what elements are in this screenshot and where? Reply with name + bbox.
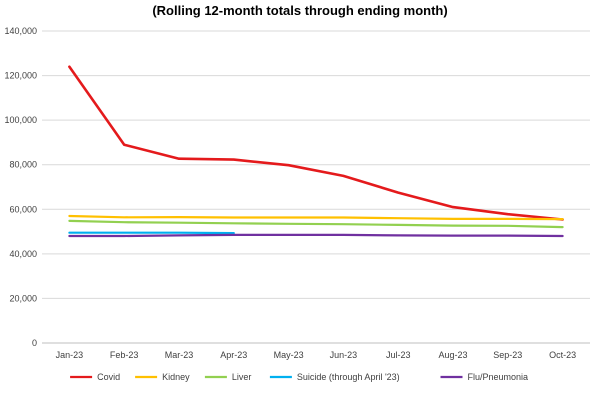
y-tick-label: 60,000 bbox=[9, 204, 37, 214]
legend-item-kidney[interactable]: Kidney bbox=[135, 372, 190, 382]
y-tick-label: 100,000 bbox=[4, 115, 37, 125]
x-tick-label: Oct-23 bbox=[549, 350, 576, 360]
legend-label: Flu/Pneumonia bbox=[468, 372, 529, 382]
series-line-covid bbox=[68, 65, 564, 221]
x-tick-label: Sep-23 bbox=[493, 350, 522, 360]
y-tick-label: 0 bbox=[32, 338, 37, 348]
chart-title: (Rolling 12-month totals through ending … bbox=[152, 3, 447, 18]
series-line-flu-pneumonia bbox=[68, 233, 564, 238]
series-lines bbox=[68, 65, 564, 238]
x-tick-label: Apr-23 bbox=[220, 350, 247, 360]
legend-item-flu-pneumonia[interactable]: Flu/Pneumonia bbox=[440, 372, 529, 382]
legend: Covid Kidney Liver Suicide (through April '… bbox=[70, 372, 528, 382]
legend-item-suicide-through-april-23[interactable]: Suicide (through April '23) bbox=[269, 372, 400, 382]
series-line-kidney bbox=[68, 214, 564, 221]
x-tick-label: Feb-23 bbox=[110, 350, 139, 360]
x-tick-label: Mar-23 bbox=[165, 350, 194, 360]
y-tick-label: 20,000 bbox=[9, 293, 37, 303]
x-tick-label: Jun-23 bbox=[330, 350, 358, 360]
y-tick-label: 140,000 bbox=[4, 26, 37, 36]
legend-item-covid[interactable]: Covid bbox=[70, 372, 120, 382]
legend-label: Covid bbox=[97, 372, 120, 382]
x-tick-label: Jul-23 bbox=[386, 350, 411, 360]
y-tick-label: 40,000 bbox=[9, 249, 37, 259]
y-tick-label: 80,000 bbox=[9, 160, 37, 170]
legend-label: Liver bbox=[232, 372, 252, 382]
legend-item-liver[interactable]: Liver bbox=[204, 372, 252, 382]
legend-label: Kidney bbox=[162, 372, 190, 382]
x-tick-label: Jan-23 bbox=[56, 350, 84, 360]
series-line-liver bbox=[68, 219, 564, 229]
legend-label: Suicide (through April '23) bbox=[297, 372, 400, 382]
y-tick-label: 120,000 bbox=[4, 71, 37, 81]
x-tick-label: May-23 bbox=[274, 350, 304, 360]
grid-lines bbox=[42, 30, 590, 344]
y-axis-tick-labels: 0 20,000 40,000 60,000 80,000 100,000 120,000 1… bbox=[4, 26, 37, 348]
x-axis-tick-labels: Jan-23 Feb-23 Mar-23 Apr-23 May-23 Jun-23 Jul-… bbox=[56, 350, 576, 360]
x-tick-label: Aug-23 bbox=[438, 350, 467, 360]
